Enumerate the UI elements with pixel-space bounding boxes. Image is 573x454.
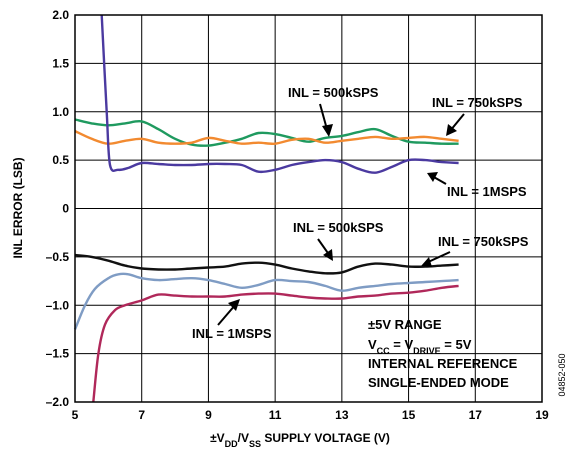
series-lines [73, 14, 459, 403]
x-tick-label: 17 [469, 408, 483, 422]
condition-supply-a-sub: CC [377, 346, 390, 356]
x-axis-label-pre: ±V [210, 431, 225, 445]
series-negative-inl-750ksps [73, 272, 459, 330]
y-tick-label: –0.5 [46, 250, 70, 264]
y-tick-labels: 2.0 1.5 1.0 0.5 0 –0.5 –1.0 –1.5 –2.0 [46, 8, 70, 409]
condition-supply-c: = 5V [441, 337, 472, 352]
arrowhead-neg-500ksps [323, 249, 333, 261]
figure-id: 04852-050 [557, 353, 567, 396]
condition-mode: SINGLE-ENDED MODE [368, 375, 509, 390]
x-axis-label-mid: /V [238, 431, 249, 445]
condition-supply-b-sub: DRIVE [413, 346, 441, 356]
arrowhead-neg-750ksps [421, 257, 432, 267]
condition-supply-b: = V [390, 337, 414, 352]
condition-reference: INTERNAL REFERENCE [368, 356, 518, 371]
condition-range: ±5V RANGE [368, 317, 442, 332]
plot-frame [74, 14, 543, 403]
y-tick-label: 1.5 [52, 56, 69, 70]
y-axis-label: INL ERROR (LSB) [11, 157, 25, 258]
x-tick-label: 9 [205, 408, 212, 422]
x-tick-label: 15 [402, 408, 416, 422]
annotations: INL = 500kSPS INL = 750kSPS INL = 1MSPS … [192, 85, 529, 341]
x-axis-label: ±VDD/VSS SUPPLY VOLTAGE (V) [210, 431, 390, 449]
arrowhead-pos-1msps [427, 172, 438, 182]
y-tick-label: –1.0 [46, 298, 70, 312]
y-tick-label: –1.5 [46, 347, 70, 361]
annotation-pos-500ksps: INL = 500kSPS [288, 85, 379, 100]
condition-supply: VCC = VDRIVE = 5V [368, 337, 472, 356]
x-tick-label: 7 [138, 408, 145, 422]
x-tick-label: 13 [335, 408, 349, 422]
arrowhead-neg-1msps [228, 299, 240, 311]
test-conditions: ±5V RANGE VCC = VDRIVE = 5V INTERNAL REF… [368, 317, 518, 390]
x-axis-label-sub2: SS [249, 439, 261, 449]
y-tick-label: 0.5 [52, 153, 69, 167]
condition-supply-a: V [368, 337, 377, 352]
annotation-neg-750ksps: INL = 750kSPS [438, 234, 529, 249]
series-positive-inl-750ksps [74, 130, 459, 146]
series-negative-inl-500ksps [74, 253, 459, 275]
y-tick-label: 0 [62, 202, 69, 216]
x-axis-label-sub1: DD [225, 439, 238, 449]
series-positive-inl-500ksps [74, 118, 459, 147]
grid [75, 15, 542, 402]
series-positive-inl-1msps [100, 14, 459, 174]
x-tick-label: 5 [72, 408, 79, 422]
y-tick-label: 1.0 [52, 105, 69, 119]
x-tick-label: 19 [535, 408, 549, 422]
arrowhead-pos-750ksps [446, 124, 457, 136]
annotation-pos-750ksps: INL = 750kSPS [432, 95, 523, 110]
annotation-neg-500ksps: INL = 500kSPS [293, 220, 384, 235]
x-axis-label-post: SUPPLY VOLTAGE (V) [261, 431, 390, 445]
y-tick-label: –2.0 [46, 395, 70, 409]
arrowhead-pos-500ksps [322, 124, 333, 137]
series-negative-inl-1msps [92, 284, 459, 403]
annotation-neg-1msps: INL = 1MSPS [192, 326, 272, 341]
annotation-pos-1msps: INL = 1MSPS [447, 184, 527, 199]
y-tick-label: 2.0 [52, 8, 69, 22]
x-tick-label: 11 [269, 408, 282, 422]
x-tick-labels: 5 7 9 11 13 15 17 19 [72, 408, 549, 422]
